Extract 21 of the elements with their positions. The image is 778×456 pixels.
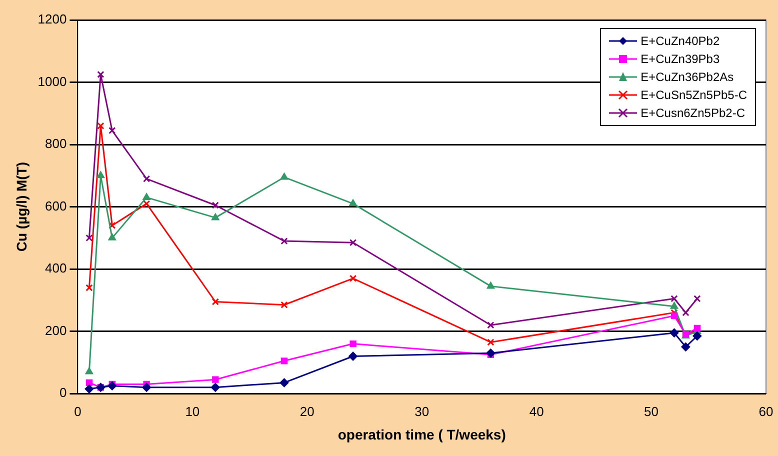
x-tick-label: 50	[644, 404, 659, 419]
x-tick-label: 30	[414, 404, 430, 419]
y-tick-label: 1200	[38, 12, 67, 27]
legend-label: E+CuZn36Pb2As	[640, 70, 734, 84]
legend-label: E+Cusn6Zn5Pb2-C	[640, 106, 745, 120]
y-tick-label: 400	[45, 260, 67, 276]
x-tick-label: 10	[185, 404, 200, 419]
legend-label: E+CuZn40Pb2	[640, 34, 720, 48]
y-tick-label: 600	[45, 198, 67, 214]
y-tick-label: 200	[45, 322, 67, 338]
x-axis-title: operation time ( T/weeks)	[338, 426, 506, 442]
legend-label: E+CuZn39Pb3	[640, 52, 720, 66]
x-tick-label: 20	[300, 404, 314, 419]
x-tick-label: 0	[74, 404, 82, 419]
y-axis-title: Cu (µg/l) M(T)	[13, 162, 30, 252]
x-tick-label: 40	[529, 404, 544, 419]
y-tick-label: 0	[59, 385, 67, 400]
legend-label: E+CuSn5Zn5Pb5-C	[640, 88, 747, 102]
y-tick-label: 800	[45, 136, 67, 152]
y-tick-label: 1000	[38, 74, 67, 89]
x-tick-label: 60	[758, 404, 774, 419]
